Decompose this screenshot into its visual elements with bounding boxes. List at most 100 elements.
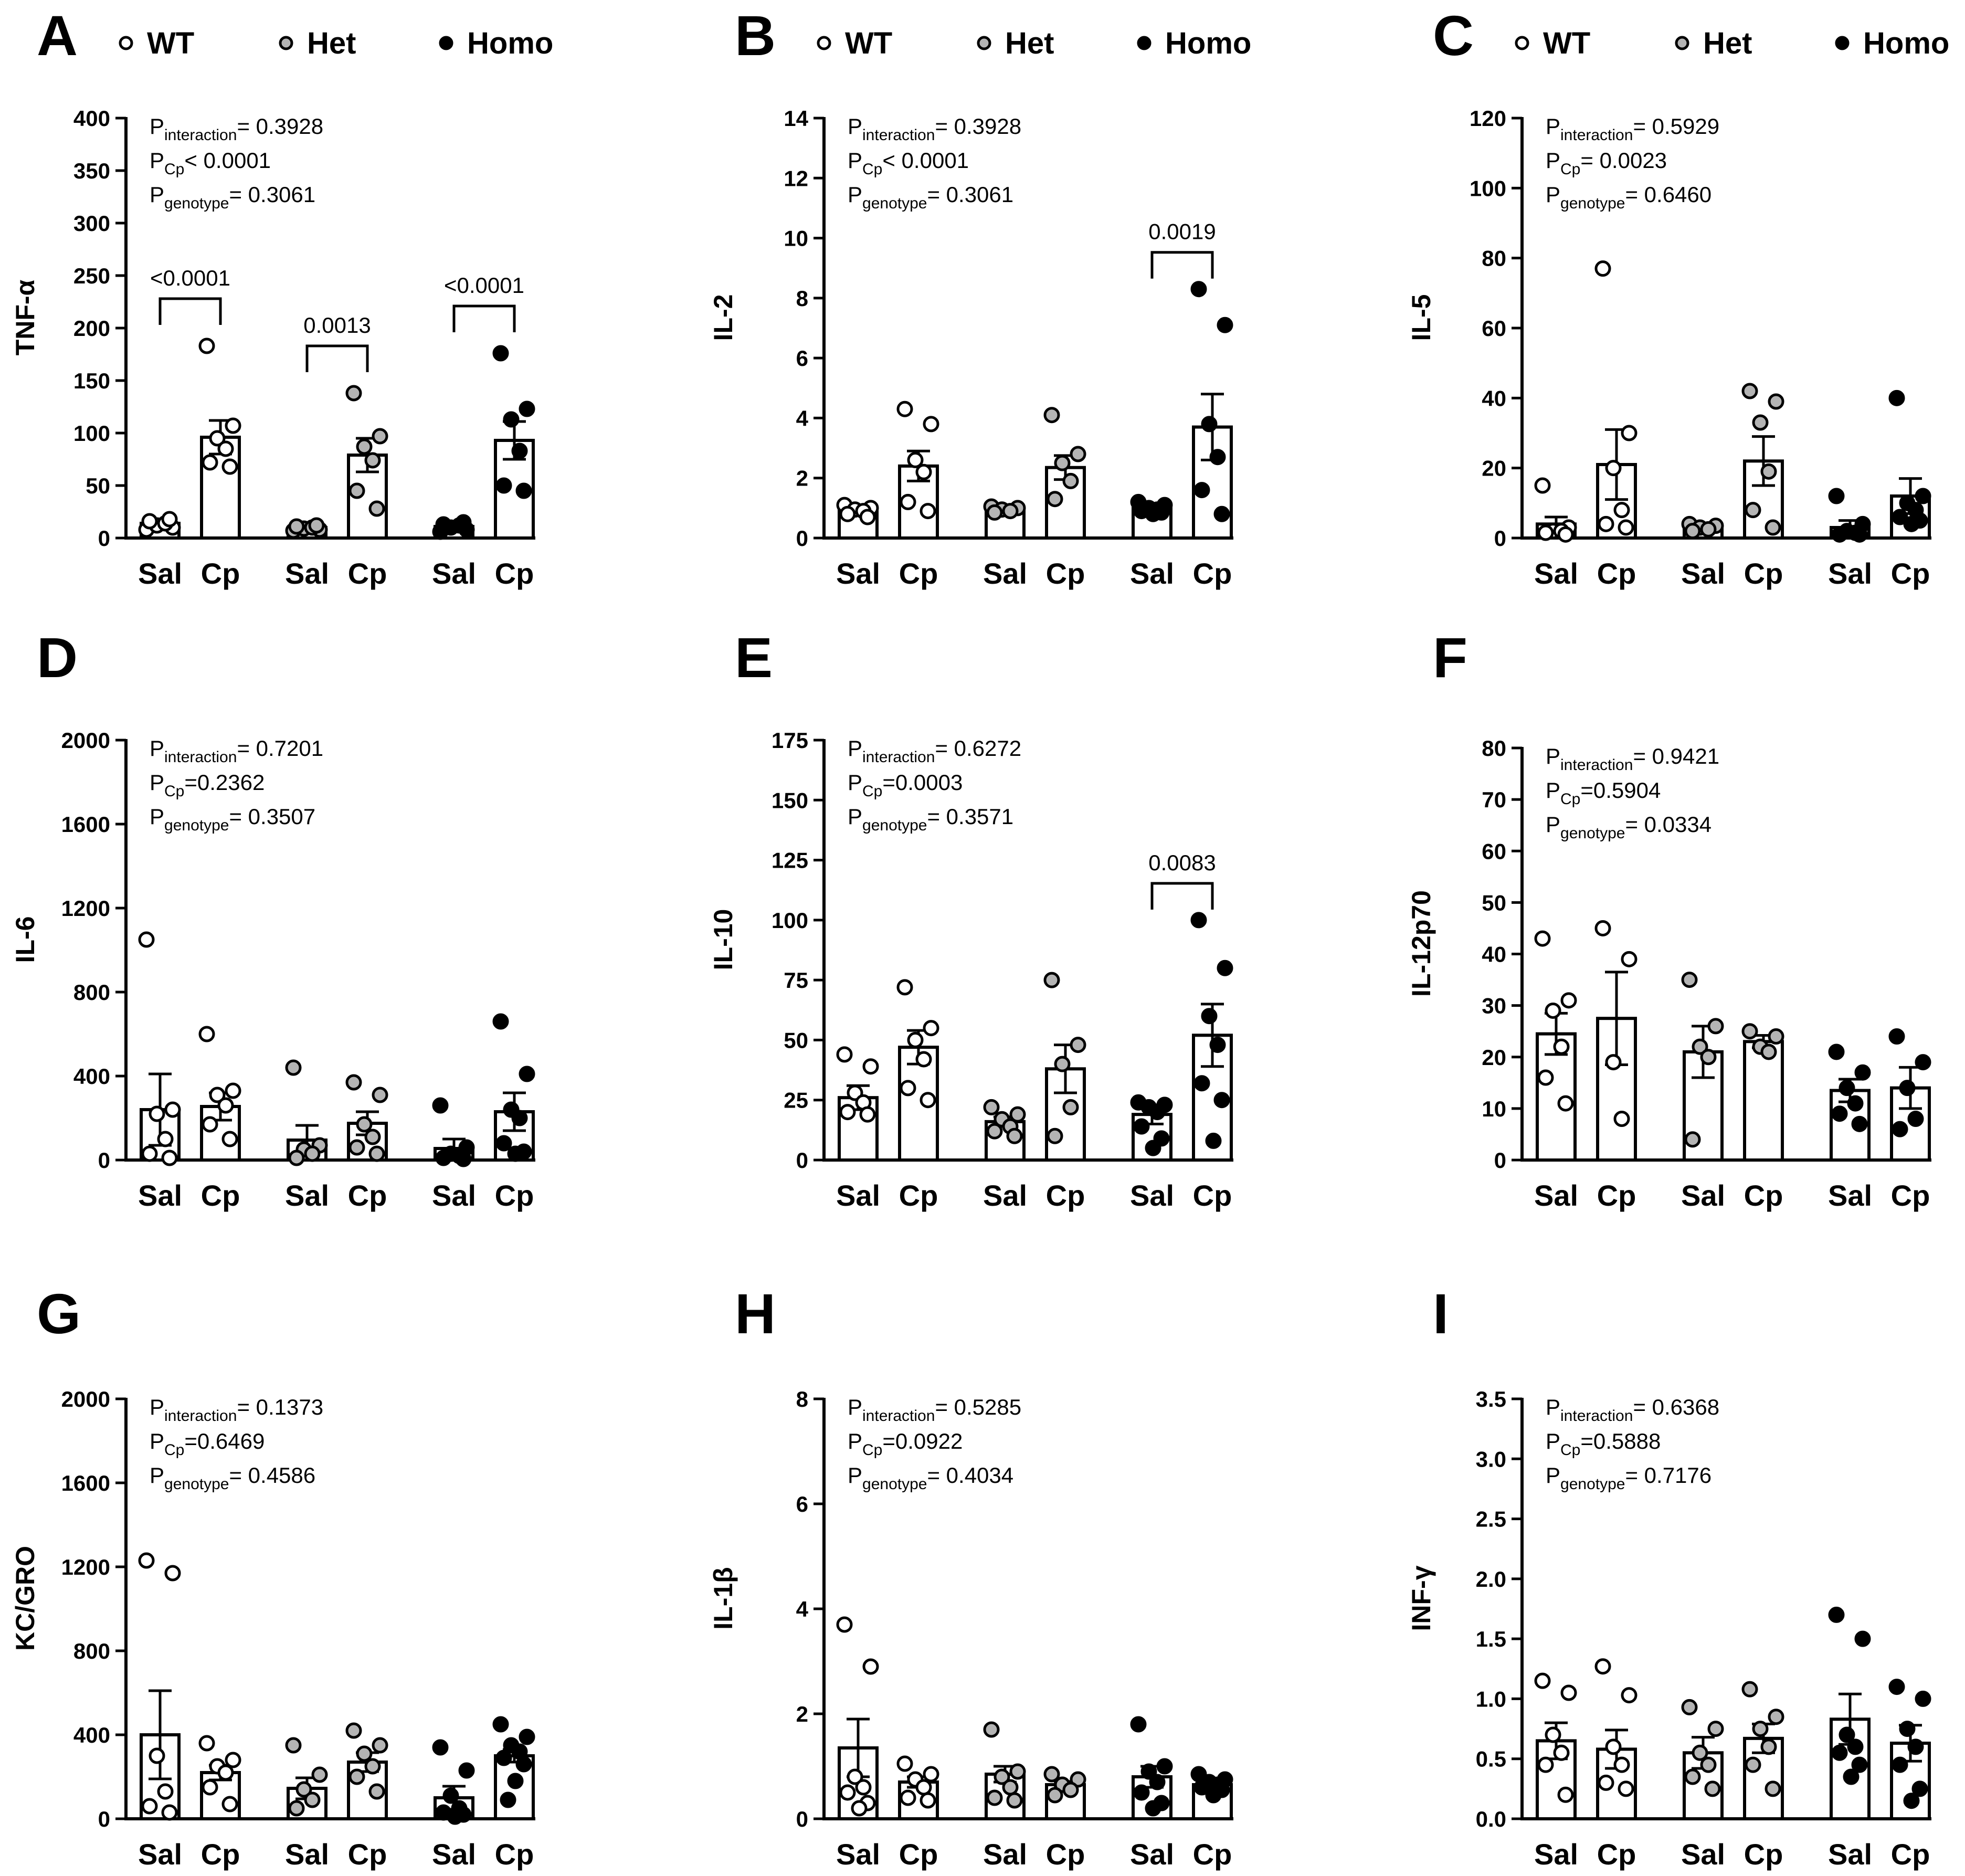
legend-label-het: Het	[307, 26, 356, 60]
data-point	[511, 442, 528, 459]
data-point	[1043, 1766, 1060, 1783]
data-point	[1534, 1672, 1551, 1689]
data-point	[1145, 1140, 1161, 1156]
comparison-bracket	[305, 344, 369, 372]
y-tick-label: 0	[796, 1148, 808, 1173]
data-point	[217, 440, 234, 457]
data-point	[304, 1791, 321, 1808]
data-point	[1839, 1080, 1855, 1097]
legend-marker-het	[279, 36, 293, 50]
data-point	[983, 1721, 1000, 1738]
data-point	[364, 1129, 381, 1145]
y-axis-label: IL-10	[709, 909, 738, 971]
data-point	[1831, 1105, 1848, 1122]
data-point	[1209, 1037, 1226, 1053]
data-point	[862, 1658, 879, 1675]
panel-letter: I	[1433, 1282, 1449, 1345]
data-point	[1534, 930, 1551, 947]
y-tick-label: 60	[1482, 839, 1506, 863]
data-point	[492, 345, 509, 362]
data-point	[515, 482, 532, 499]
data-point	[1560, 992, 1577, 1009]
y-tick-label: 10	[1482, 1097, 1506, 1121]
data-point	[896, 401, 913, 417]
x-tick-label: Sal	[432, 1838, 476, 1871]
x-tick-label: Sal	[1681, 1838, 1725, 1871]
y-tick-label: 2.5	[1476, 1507, 1506, 1532]
data-point	[1847, 1738, 1864, 1755]
data-point	[288, 518, 305, 535]
group-homo: Sal Cp	[1828, 1028, 1931, 1212]
x-tick-label: Sal	[1534, 1838, 1578, 1871]
y-tick-label: 3.5	[1476, 1387, 1506, 1411]
data-point	[1621, 425, 1638, 441]
data-point	[503, 411, 520, 428]
data-point	[345, 1722, 362, 1739]
y-tick-label: 2000	[61, 728, 110, 753]
data-point	[288, 1800, 305, 1817]
x-tick-label: Cp	[1891, 1179, 1930, 1212]
data-point	[1621, 1687, 1638, 1704]
panel-g: G 0 400 800 1200 1600 2000 KC/GRO Pinteraction= …	[10, 1282, 535, 1871]
y-tick-label: 50	[86, 473, 110, 498]
data-point	[920, 1792, 936, 1809]
stat-line: PCp=0.5888	[1546, 1429, 1661, 1459]
data-point	[859, 509, 876, 525]
x-tick-label: Sal	[983, 1838, 1027, 1871]
data-point	[225, 1752, 241, 1768]
legend-label-homo: Homo	[1165, 26, 1251, 60]
x-tick-label: Cp	[1046, 1838, 1085, 1871]
y-tick-label: 75	[784, 968, 808, 993]
data-point	[1193, 1779, 1210, 1796]
group-homo: Sal Cp 0.0019	[1130, 219, 1233, 590]
x-tick-label: Sal	[1130, 1838, 1174, 1871]
y-tick-label: 300	[73, 211, 110, 236]
y-tick-label: 4	[796, 406, 809, 430]
data-point	[356, 1745, 373, 1762]
group-het: Sal Cp 0.0013	[285, 313, 388, 590]
data-point	[157, 1131, 174, 1147]
data-point	[1700, 1049, 1717, 1066]
stat-line: PCp= 0.0023	[1546, 148, 1667, 178]
data-point	[1707, 1018, 1724, 1035]
y-tick-label: 50	[784, 1028, 808, 1052]
panel-letter: G	[37, 1282, 81, 1345]
group-homo: Sal Cp	[432, 1716, 535, 1871]
bar-cp	[1045, 1067, 1086, 1162]
data-point	[492, 1013, 509, 1030]
y-tick-label: 1.5	[1476, 1627, 1506, 1651]
data-point	[836, 1046, 853, 1063]
data-point	[1618, 1780, 1634, 1797]
data-point	[1209, 449, 1226, 466]
data-point	[1190, 912, 1207, 929]
group-het: Sal Cp	[983, 1721, 1086, 1871]
data-point	[164, 1101, 181, 1118]
y-tick-label: 150	[73, 368, 110, 393]
y-axis-label: IL-2	[709, 294, 738, 341]
x-tick-label: Cp	[1744, 1838, 1783, 1871]
data-point	[495, 477, 512, 494]
legend-marker-homo	[439, 36, 453, 50]
x-tick-label: Sal	[285, 557, 329, 590]
x-tick-label: Cp	[1744, 557, 1783, 590]
data-point	[859, 1106, 876, 1123]
data-point	[198, 1026, 215, 1042]
x-tick-label: Sal	[1130, 557, 1174, 590]
data-point	[1765, 1780, 1781, 1797]
data-point	[202, 1116, 218, 1133]
data-point	[1062, 1782, 1079, 1798]
y-tick-label: 400	[73, 106, 110, 131]
data-point	[1047, 1127, 1063, 1144]
x-tick-label: Cp	[899, 1179, 938, 1212]
y-axis-label: KC/GRO	[10, 1546, 40, 1651]
data-point	[1133, 1118, 1150, 1135]
data-point	[1760, 1738, 1777, 1755]
y-tick-label: 400	[73, 1064, 110, 1089]
comparison-bracket	[159, 297, 222, 325]
data-point	[1043, 972, 1060, 988]
data-point	[1621, 951, 1638, 967]
data-point	[455, 514, 472, 531]
data-point	[907, 451, 924, 468]
stat-line: PCp< 0.0001	[150, 148, 271, 178]
data-point	[348, 482, 365, 499]
